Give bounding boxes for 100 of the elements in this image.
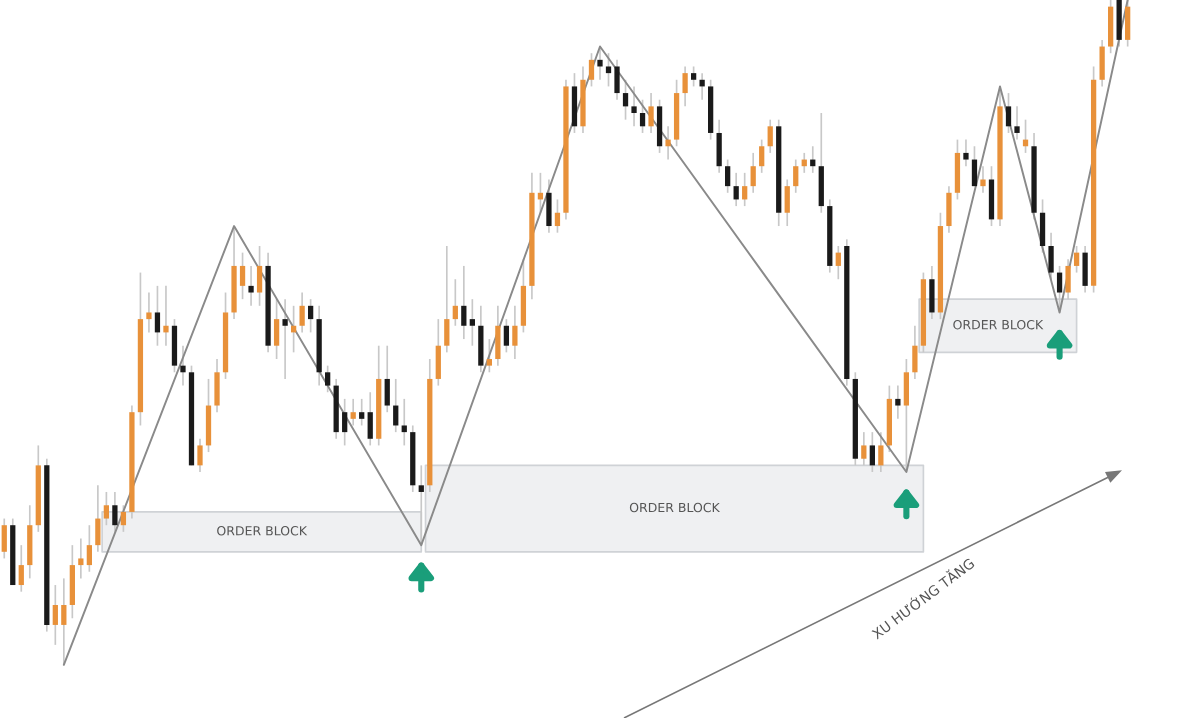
candlestick	[742, 172, 748, 207]
candlestick	[869, 431, 875, 473]
candlestick	[95, 484, 101, 553]
candlestick	[716, 118, 722, 174]
candlestick	[146, 291, 152, 334]
candlestick	[554, 198, 561, 234]
candlestick	[359, 398, 365, 427]
candlestick	[384, 344, 390, 414]
candlestick	[546, 178, 552, 234]
candlestick	[120, 504, 127, 533]
candlestick	[333, 378, 339, 440]
candlestick	[1099, 39, 1105, 88]
candlestick	[418, 464, 424, 546]
candlestick	[682, 65, 688, 108]
candlestick	[954, 138, 961, 201]
candlestick	[435, 318, 441, 387]
candlestick	[725, 158, 731, 194]
candlestick	[86, 524, 92, 573]
candlestick	[27, 504, 33, 580]
candlestick	[861, 431, 867, 467]
candlestick	[180, 344, 186, 387]
candlestick	[282, 298, 288, 380]
candlestick	[256, 245, 263, 307]
candlestick	[214, 358, 220, 414]
candlestick	[393, 378, 399, 433]
candlestick	[1056, 265, 1063, 314]
candlestick	[631, 85, 637, 128]
candlestick	[103, 491, 110, 527]
candlestick	[903, 358, 910, 473]
candlestick	[1082, 245, 1088, 294]
candlestick	[818, 112, 824, 214]
candlestick	[452, 278, 458, 327]
candlestick	[1014, 105, 1020, 141]
candlestick	[154, 285, 161, 347]
candlestick	[580, 65, 586, 134]
candlestick	[1005, 92, 1012, 134]
candlestick	[325, 364, 331, 394]
candlestick	[52, 584, 58, 646]
candlestick	[656, 98, 663, 154]
candlestick	[673, 78, 680, 148]
candlestick	[503, 318, 510, 354]
candlestick	[248, 265, 254, 307]
candlestick	[469, 298, 475, 347]
candlestick	[69, 544, 75, 620]
candlestick	[988, 165, 995, 227]
candlestick	[512, 304, 518, 360]
candlestick	[350, 398, 356, 427]
candlestick	[895, 384, 901, 420]
candlestick	[1048, 231, 1054, 281]
candlestick	[163, 285, 169, 347]
candlestick	[18, 544, 24, 593]
candlestick	[946, 185, 952, 234]
candlestick	[690, 65, 697, 88]
candlestick	[495, 304, 501, 367]
candlestick	[461, 265, 467, 340]
candlestick	[171, 318, 178, 374]
candlestick	[878, 431, 884, 473]
candlestick	[622, 78, 629, 121]
candlestick	[980, 165, 986, 194]
candlestick	[886, 384, 892, 453]
candlestick	[793, 158, 799, 194]
candlestick	[665, 125, 671, 161]
candlestick	[605, 52, 612, 88]
candlestick	[367, 391, 373, 447]
candlestick	[520, 258, 527, 334]
candlestick	[205, 378, 212, 453]
candlestick	[759, 138, 765, 174]
candlestick	[733, 172, 739, 207]
candlestick	[231, 225, 237, 320]
candlestick	[78, 537, 84, 580]
candlestick	[971, 145, 978, 187]
candlestick	[299, 291, 305, 334]
candlestick	[912, 324, 918, 380]
candlestick	[767, 118, 773, 154]
candlestick	[929, 265, 935, 320]
candlestick	[1, 517, 7, 560]
candlestick	[963, 138, 969, 168]
candlestick	[750, 152, 756, 194]
candlestick	[197, 437, 203, 473]
candlestick	[112, 491, 118, 533]
candlestick	[1073, 245, 1080, 274]
candlestick	[588, 52, 595, 88]
candlestick	[61, 577, 67, 666]
candlestick	[444, 245, 450, 354]
candlestick	[1108, 0, 1114, 55]
candlestick	[597, 45, 603, 81]
candlestick	[571, 72, 578, 134]
candlestick	[486, 338, 492, 374]
candlestick	[708, 78, 714, 141]
candlestick	[648, 92, 654, 134]
candlestick	[1065, 258, 1071, 301]
candlestick	[699, 72, 705, 101]
candlestick	[401, 398, 407, 447]
candlestick	[614, 58, 620, 101]
candlestick	[784, 178, 790, 227]
candlestick	[478, 304, 484, 374]
candlestick	[273, 298, 280, 360]
candlestick	[308, 298, 314, 334]
candlestick	[1116, 0, 1122, 48]
candlestick	[639, 98, 646, 134]
